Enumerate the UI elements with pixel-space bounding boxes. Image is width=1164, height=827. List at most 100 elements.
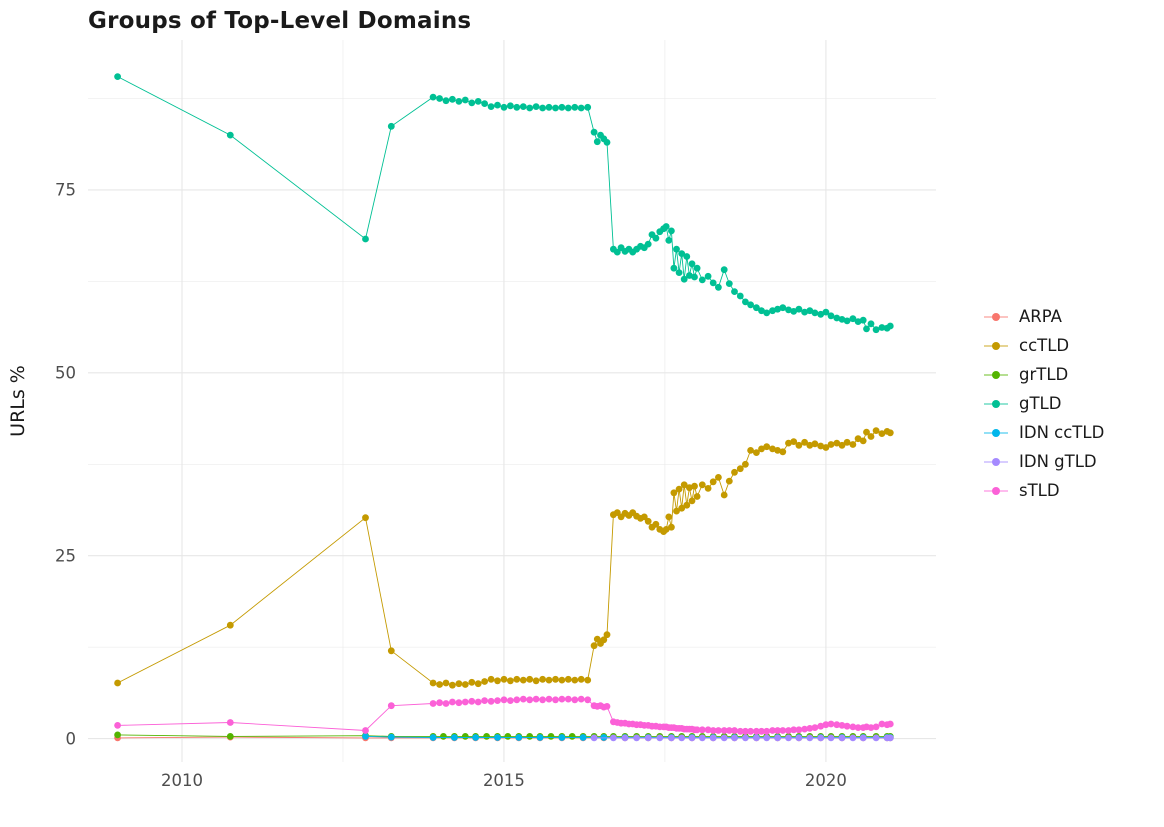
point-stld <box>603 703 611 710</box>
point-stld <box>526 696 534 704</box>
point-gtld <box>686 272 693 279</box>
legend-item-idn-cctld: IDN ccTLD <box>984 418 1104 447</box>
point-gtld <box>513 103 521 111</box>
point-gtld <box>854 318 862 325</box>
point-cctld <box>859 437 867 445</box>
plot-canvas <box>88 40 936 762</box>
point-stld <box>552 696 559 704</box>
point-gtld <box>552 104 559 112</box>
legend-key-icon <box>984 395 1008 413</box>
point-cctld <box>500 675 508 683</box>
point-idn-cctld <box>362 733 369 740</box>
point-cctld <box>790 438 798 445</box>
point-gtld <box>662 223 670 230</box>
point-grtld <box>547 733 555 740</box>
point-stld <box>442 700 450 707</box>
legend-key-icon <box>984 453 1008 471</box>
point-gtld <box>878 324 886 331</box>
point-stld <box>455 699 463 707</box>
point-cctld <box>863 428 870 436</box>
point-gtld <box>436 95 443 102</box>
legend-dot-icon <box>992 341 1000 350</box>
point-cctld <box>774 447 781 454</box>
x-tick-label: 2010 <box>161 771 203 790</box>
point-gtld <box>731 288 738 295</box>
point-gtld <box>114 73 121 80</box>
legend-item-gtld: gTLD <box>984 389 1104 418</box>
point-stld <box>736 727 744 735</box>
legend-item-stld: sTLD <box>984 476 1104 505</box>
point-cctld <box>449 681 456 689</box>
legend-dot-icon <box>992 399 1000 408</box>
point-stld <box>753 727 760 735</box>
point-cctld <box>872 427 880 434</box>
legend-label: ccTLD <box>1019 336 1070 355</box>
point-gtld <box>603 139 611 146</box>
point-gtld <box>779 304 787 312</box>
point-cctld <box>704 485 712 492</box>
legend-dot-icon <box>992 370 1000 379</box>
point-gtld <box>652 234 660 242</box>
point-stld <box>584 696 592 704</box>
point-stld <box>558 695 566 703</box>
point-stld <box>769 727 776 734</box>
point-cctld <box>455 680 463 688</box>
point-idn-gtld <box>817 734 825 742</box>
point-grtld <box>568 733 576 740</box>
point-cctld <box>603 631 611 639</box>
point-stld <box>806 725 814 732</box>
point-grtld <box>526 733 534 740</box>
legend-item-grtld: grTLD <box>984 360 1104 389</box>
legend-label: gTLD <box>1019 394 1062 413</box>
point-gtld <box>507 102 514 110</box>
point-cctld <box>584 676 592 684</box>
point-gtld <box>494 101 501 109</box>
point-gtld <box>487 103 495 110</box>
point-gtld <box>822 308 830 316</box>
point-gtld <box>474 98 482 105</box>
point-idn-gtld <box>633 734 640 742</box>
point-cctld <box>640 513 648 521</box>
point-stld <box>709 727 717 734</box>
point-cctld <box>731 468 738 476</box>
point-gtld <box>545 103 553 111</box>
point-idn-gtld <box>668 734 675 742</box>
point-stld <box>539 696 546 704</box>
point-stld <box>872 723 880 731</box>
point-cctld <box>590 642 598 650</box>
point-cctld <box>461 681 469 688</box>
point-cctld <box>691 482 698 490</box>
point-gtld <box>736 292 744 300</box>
point-gtld <box>774 305 781 313</box>
point-cctld <box>226 621 234 629</box>
point-gtld <box>461 96 469 104</box>
point-grtld <box>504 733 512 740</box>
point-gtld <box>613 248 621 256</box>
point-gtld <box>715 283 722 291</box>
point-cctld <box>668 523 675 531</box>
point-grtld <box>483 733 490 740</box>
point-cctld <box>673 507 680 515</box>
point-stld <box>886 720 894 728</box>
point-gtld <box>526 104 534 112</box>
point-gtld <box>449 95 456 103</box>
point-cctld <box>539 675 546 683</box>
point-gtld <box>691 273 698 281</box>
legend-label: sTLD <box>1019 481 1060 500</box>
point-cctld <box>747 447 754 454</box>
point-idn-cctld <box>558 734 566 741</box>
point-idn-cctld <box>494 734 501 741</box>
point-cctld <box>507 677 514 685</box>
point-cctld <box>468 678 476 686</box>
point-cctld <box>779 448 787 456</box>
legend-label: ARPA <box>1019 307 1062 326</box>
point-gtld <box>564 104 572 112</box>
point-cctld <box>854 435 862 443</box>
point-idn-gtld <box>838 734 846 742</box>
point-cctld <box>822 444 830 451</box>
point-gtld <box>872 326 880 334</box>
point-cctld <box>833 439 841 447</box>
point-cctld <box>698 481 706 489</box>
point-idn-gtld <box>698 734 706 742</box>
